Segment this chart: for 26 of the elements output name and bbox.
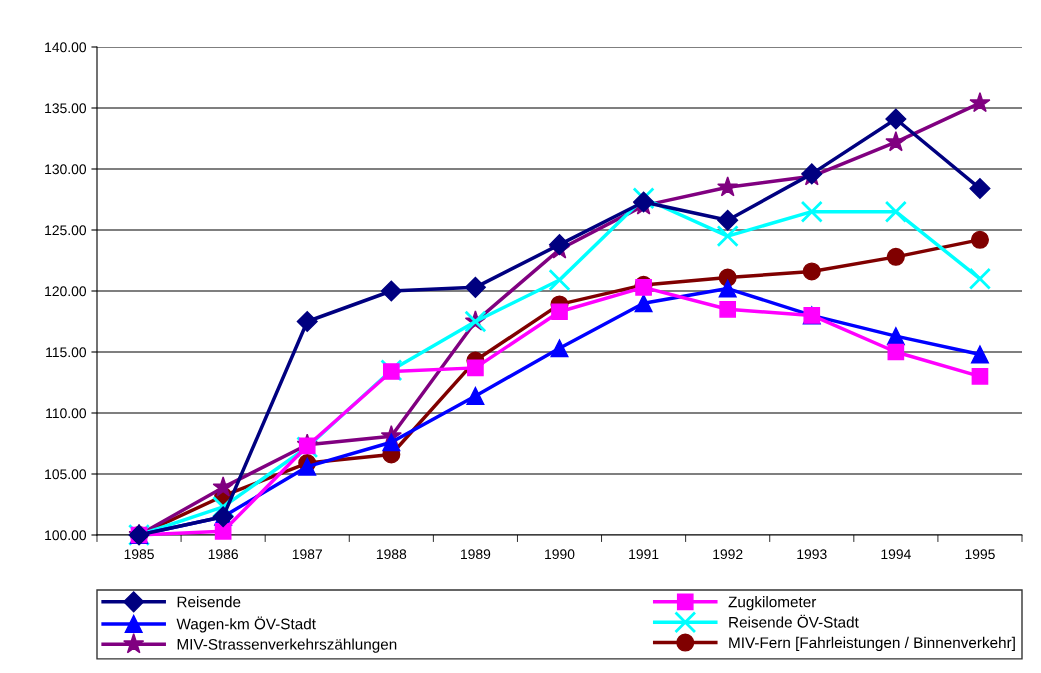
x-tick-label: 1985 [124, 549, 154, 560]
x-tick-label: 1992 [713, 549, 743, 560]
legend-label: Reisende [177, 596, 241, 608]
x-tick-label: 1995 [965, 549, 995, 560]
y-tick-label: 135.00 [45, 103, 87, 114]
x-tick-label: 1993 [797, 549, 827, 560]
x-tick-label: 1988 [376, 549, 407, 560]
y-tick-label: 100.00 [45, 530, 87, 541]
x-tick-label: 1991 [629, 549, 659, 560]
y-tick-label: 125.00 [45, 225, 87, 236]
legend-label: MIV-Fern [Fahrleistungen / Binnenverkehr] [729, 636, 1015, 652]
x-tick-label: 1994 [881, 549, 911, 560]
x-tick-label: 1989 [461, 549, 491, 560]
y-tick-label: 110.00 [46, 408, 87, 419]
y-tick-label: 105.00 [45, 469, 87, 480]
y-tick-label: 120.00 [45, 286, 87, 297]
legend-label: Reisende ÖV-Stadt [729, 614, 859, 628]
y-tick-label: 140.00 [45, 42, 87, 53]
x-tick-label: 1986 [208, 549, 238, 560]
legend-label: Zugkilometer [728, 596, 817, 611]
legend-label: MIV-Strassenverkehrszählungen [177, 638, 397, 653]
y-tick-label: 130.00 [45, 164, 87, 175]
x-tick-label: 1990 [545, 549, 575, 560]
legend-label: Wagen-km ÖV-Stadt [176, 616, 316, 633]
x-tick-label: 1987 [292, 549, 322, 560]
y-tick-label: 115.00 [46, 347, 87, 358]
